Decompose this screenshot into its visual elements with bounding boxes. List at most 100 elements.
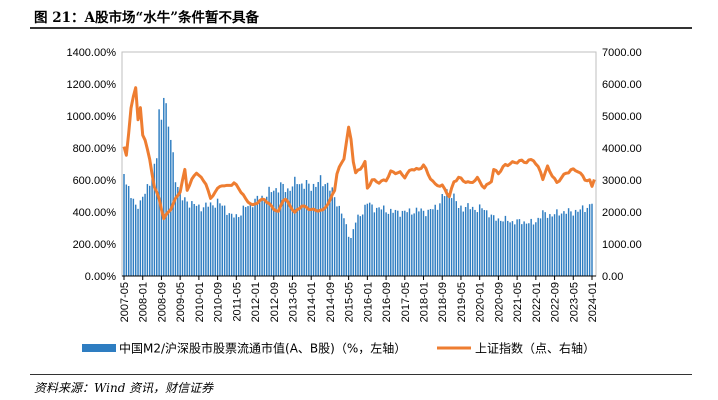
bar-2007-09 — [132, 198, 135, 276]
bar-2017-11 — [418, 211, 420, 276]
bar-2008-03 — [146, 184, 149, 276]
bar-2023-06 — [574, 209, 577, 276]
line-shanghai-index — [122, 86, 596, 221]
bar-2010-05 — [207, 206, 209, 276]
bar-2011-02 — [228, 213, 231, 276]
bar-2023-05 — [572, 215, 574, 276]
x-tick-label: 2009-05 — [175, 282, 187, 322]
bar-2008-08 — [158, 109, 160, 276]
bar-2013-04 — [289, 190, 291, 276]
bar-2022-01 — [535, 222, 537, 276]
bar-2018-04 — [429, 209, 432, 276]
bar-2007-11 — [137, 208, 139, 276]
bar-2023-04 — [570, 211, 572, 276]
bar-2013-05 — [291, 186, 294, 276]
bar-2021-12 — [532, 224, 535, 276]
bar-2018-12 — [448, 193, 450, 276]
x-tick-label: 2020-09 — [493, 282, 505, 322]
bar-2010-03 — [202, 207, 205, 276]
legend-label-bar: 中国M2/沪深股市股票流通市值(A、B股)（%，左轴） — [119, 341, 406, 356]
bar-2018-11 — [446, 189, 448, 276]
bar-2013-08 — [298, 184, 301, 276]
bar-2012-09 — [273, 190, 275, 276]
bar-2016-04 — [373, 212, 376, 276]
bar-2019-07 — [464, 207, 467, 276]
x-tick-label: 2010-09 — [213, 282, 225, 322]
bar-2009-05 — [179, 188, 181, 276]
bar-2022-02 — [537, 217, 539, 276]
y-right-tick-label: 7000.00 — [602, 47, 642, 59]
bar-2015-01 — [338, 205, 340, 276]
bar-2020-05 — [488, 217, 490, 276]
bar-2020-07 — [492, 215, 495, 276]
bar-2023-07 — [577, 211, 579, 276]
bar-2018-02 — [425, 216, 427, 276]
bar-2007-07 — [127, 185, 130, 276]
bar-2019-03 — [455, 201, 457, 276]
bar-2015-03 — [343, 218, 345, 276]
bar-2010-06 — [209, 202, 212, 276]
bar-2012-03 — [258, 200, 261, 276]
x-tick-label: 2018-09 — [437, 282, 449, 322]
bar-2020-11 — [502, 221, 504, 276]
bar-2011-06 — [237, 217, 240, 276]
bar-2010-04 — [205, 202, 207, 276]
bar-2015-02 — [340, 213, 343, 276]
bar-2009-08 — [186, 201, 188, 276]
source-note: 资料来源：Wind 资讯，财信证券 — [34, 381, 214, 395]
bar-2015-11 — [361, 214, 364, 276]
bar-2021-11 — [530, 218, 532, 276]
bar-2008-06 — [153, 163, 156, 276]
bar-2023-02 — [565, 213, 567, 276]
x-tick-label: 2013-05 — [287, 282, 299, 322]
bar-2015-10 — [359, 216, 362, 276]
bar-2008-01 — [141, 196, 144, 276]
bar-2021-02 — [509, 222, 511, 276]
y-left-tick-label: 600.00% — [73, 175, 117, 187]
bar-2019-04 — [457, 208, 460, 276]
bar-2012-10 — [275, 188, 277, 276]
bar-2008-07 — [156, 158, 158, 276]
y-left-tick-label: 400.00% — [73, 207, 117, 219]
bar-2014-09 — [329, 190, 331, 276]
x-tick-label: 2018-01 — [419, 282, 431, 322]
bar-2009-06 — [181, 200, 184, 276]
bar-2014-08 — [326, 182, 329, 276]
y-left-tick-label: 1200.00% — [66, 79, 116, 91]
bar-2018-07 — [436, 209, 439, 276]
bar-2022-03 — [539, 218, 542, 276]
bar-2022-11 — [558, 215, 560, 276]
bar-2021-08 — [523, 221, 525, 276]
bar-2013-01 — [282, 183, 284, 276]
x-tick-label: 2019-05 — [456, 282, 468, 322]
y-left-tick-label: 1400.00% — [66, 47, 116, 59]
bar-2019-02 — [453, 193, 455, 276]
bar-2023-01 — [563, 211, 565, 276]
bar-2011-01 — [226, 214, 228, 276]
bar-2009-02 — [172, 152, 174, 276]
bar-2013-10 — [303, 188, 305, 276]
chart: 0.00% 200.00% 400.00% 600.00% 800.00% 1000.00… — [66, 47, 642, 356]
bar-2020-08 — [495, 220, 497, 276]
y-right-tick-label: 0.00 — [602, 271, 623, 283]
bar-2018-06 — [434, 204, 436, 276]
bar-2015-09 — [357, 214, 359, 276]
bar-2007-12 — [139, 200, 142, 276]
bar-2018-08 — [439, 203, 441, 276]
bar-2015-07 — [352, 229, 355, 276]
bar-2023-09 — [581, 205, 584, 276]
bar-2021-05 — [516, 219, 518, 276]
bar-2017-12 — [420, 208, 422, 276]
bar-2011-11 — [249, 203, 252, 276]
bar-2018-01 — [422, 210, 425, 276]
bar-2011-04 — [233, 217, 235, 276]
y-left-tick-label: 0.00% — [85, 271, 116, 283]
bar-2010-09 — [216, 198, 219, 276]
bar-2007-10 — [134, 204, 137, 276]
bar-2023-10 — [584, 211, 586, 276]
bar-2009-04 — [177, 187, 179, 276]
bar-2019-06 — [462, 211, 465, 276]
bar-2008-02 — [144, 193, 146, 276]
bar-2016-11 — [390, 208, 392, 276]
bar-2012-02 — [256, 195, 259, 276]
